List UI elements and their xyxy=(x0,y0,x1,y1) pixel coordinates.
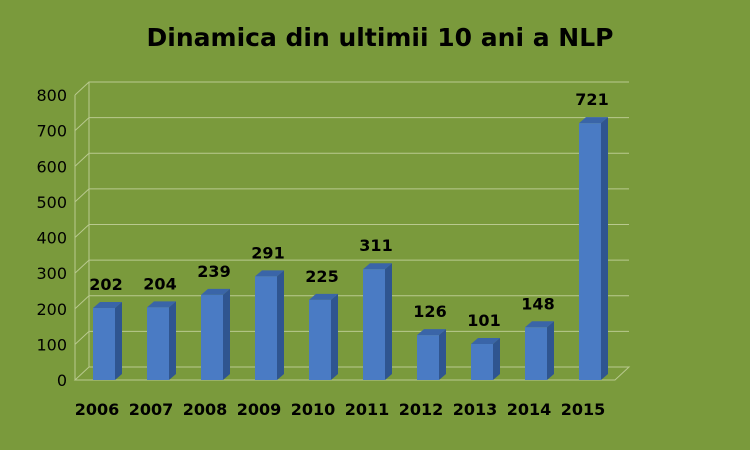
bar xyxy=(525,321,554,380)
bar-front xyxy=(147,307,169,380)
bar xyxy=(255,270,284,380)
x-category-label: 2009 xyxy=(237,400,282,419)
data-label: 225 xyxy=(305,267,338,286)
bar-front xyxy=(93,308,115,380)
bar-side xyxy=(493,338,500,380)
gridlines xyxy=(73,81,631,381)
y-tick-label: 100 xyxy=(36,335,67,354)
x-category-label: 2007 xyxy=(129,400,174,419)
bar-front xyxy=(471,344,493,380)
data-label: 148 xyxy=(521,294,554,313)
y-tick-label: 400 xyxy=(36,229,67,248)
bar-top xyxy=(255,270,284,277)
gridline xyxy=(74,117,629,131)
bar-side xyxy=(169,301,176,380)
bar-front xyxy=(363,269,385,380)
y-tick-label: 700 xyxy=(36,122,67,141)
gridline xyxy=(74,330,629,345)
x-category-label: 2013 xyxy=(453,400,498,419)
gridline xyxy=(74,295,629,310)
data-label: 202 xyxy=(89,275,122,294)
bar-top xyxy=(363,263,392,270)
gridline xyxy=(74,81,629,96)
y-tick-label: 200 xyxy=(36,300,67,319)
y-axis-ticks: 0 100 200 300 400 500 600 700 800 xyxy=(36,86,67,390)
gridline xyxy=(74,259,629,274)
x-category-label: 2008 xyxy=(183,400,228,419)
y-tick-label: 800 xyxy=(36,86,67,105)
bar xyxy=(147,301,176,380)
y-tick-label: 500 xyxy=(36,193,67,212)
bar-front xyxy=(309,299,331,380)
data-label: 239 xyxy=(197,262,230,281)
data-label: 204 xyxy=(143,274,176,293)
gridline xyxy=(74,188,629,203)
gridline xyxy=(74,224,629,238)
x-category-label: 2012 xyxy=(399,400,444,419)
bar-side xyxy=(601,117,608,381)
data-labels: 202 204 239 291 225 311 126 101 148 721 xyxy=(89,90,608,330)
bar-front xyxy=(201,294,223,380)
bar-top xyxy=(525,321,554,328)
y-tick-label: 300 xyxy=(36,264,67,283)
chart-title: Dinamica din ultimii 10 ani a NLP xyxy=(147,23,614,52)
data-label: 291 xyxy=(251,243,284,262)
gridline xyxy=(74,152,629,167)
bar-side xyxy=(331,293,338,380)
data-label: 126 xyxy=(413,302,446,321)
bar-side xyxy=(223,288,230,380)
bar-top xyxy=(309,293,338,300)
x-category-label: 2015 xyxy=(561,400,606,419)
bar xyxy=(471,338,500,380)
data-label: 311 xyxy=(359,236,392,255)
bar xyxy=(309,293,338,380)
bar-side xyxy=(439,329,446,380)
x-category-label: 2011 xyxy=(345,400,390,419)
bar xyxy=(93,302,122,380)
bar xyxy=(579,117,608,381)
bar-side xyxy=(547,321,554,380)
bar-side xyxy=(277,270,284,380)
x-axis-categories: 2006 2007 2008 2009 2010 2011 2012 2013 2014 2015 xyxy=(75,400,606,419)
data-label: 721 xyxy=(575,90,608,109)
bar-front xyxy=(525,327,547,380)
bar-front xyxy=(579,123,601,381)
bar-top xyxy=(471,338,500,345)
bars xyxy=(93,117,608,381)
x-category-label: 2014 xyxy=(507,400,552,419)
bar-front xyxy=(417,335,439,380)
y-tick-label: 600 xyxy=(36,157,67,176)
bar-top xyxy=(579,117,608,124)
x-category-label: 2006 xyxy=(75,400,120,419)
bar xyxy=(417,329,446,380)
bar-front xyxy=(255,276,277,380)
bar-top xyxy=(417,329,446,336)
bar-side xyxy=(115,302,122,380)
bar-top xyxy=(147,301,176,308)
x-category-label: 2010 xyxy=(291,400,336,419)
bar xyxy=(201,288,230,380)
data-label: 101 xyxy=(467,311,500,330)
bar-top xyxy=(201,288,230,295)
bar xyxy=(363,263,392,380)
y-tick-label: 0 xyxy=(57,371,67,390)
bar-top xyxy=(93,302,122,309)
bar-side xyxy=(385,263,392,380)
